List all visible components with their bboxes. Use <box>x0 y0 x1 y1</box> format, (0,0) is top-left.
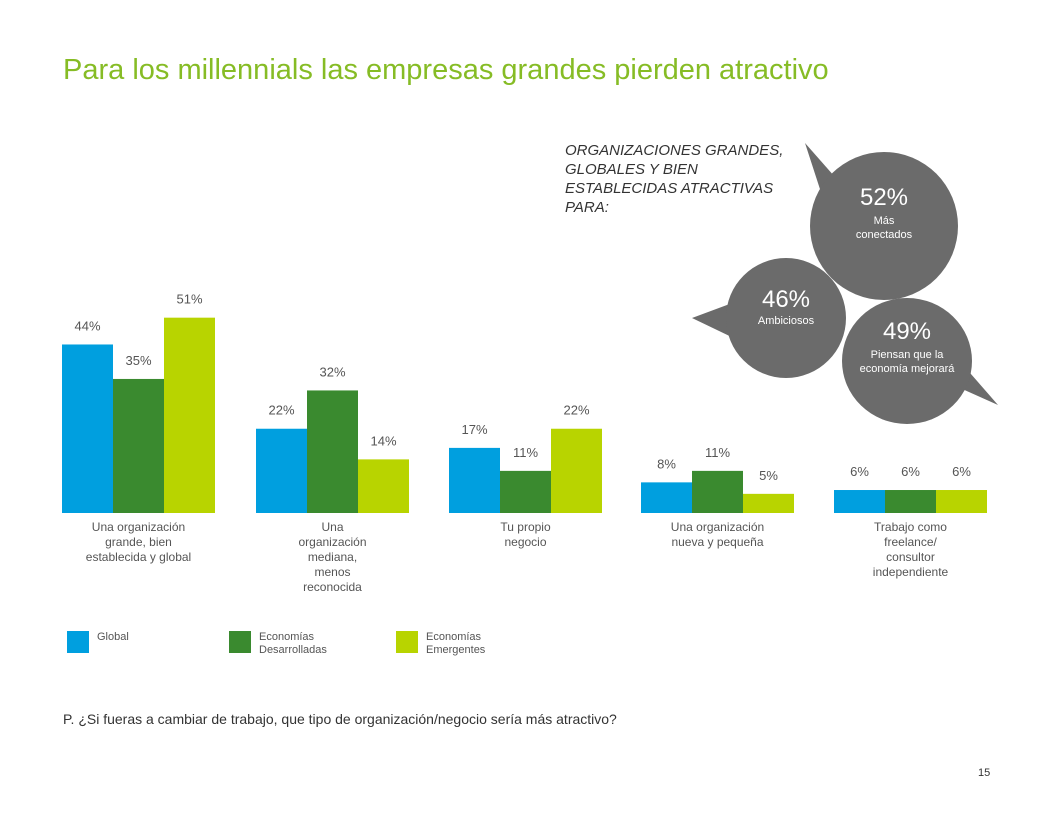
data-label: 6% <box>850 464 869 479</box>
bar-3-4 <box>743 493 794 513</box>
legend-swatch <box>229 631 251 653</box>
bubble-pct: 46% <box>761 286 811 313</box>
data-label: 6% <box>901 464 920 479</box>
data-label: 11% <box>705 445 730 460</box>
category-label: Una organización mediana, menos reconoci… <box>298 520 367 594</box>
data-label: 14% <box>370 433 396 448</box>
bubble-text: Ambiciosos <box>757 315 815 327</box>
legend-swatch <box>67 631 89 653</box>
bar-1-5 <box>834 490 885 513</box>
data-label: 5% <box>759 468 778 483</box>
legend-label: Economías Emergentes <box>426 631 486 656</box>
page-number: 15 <box>978 767 991 779</box>
category-label: Trabajo como freelance/ consultor indepe… <box>872 520 949 579</box>
bubble-pct: 52% <box>859 184 909 211</box>
bar-2-5 <box>885 490 936 513</box>
legend-label: Global <box>97 631 129 643</box>
bar-3-1 <box>164 317 215 513</box>
data-label: 35% <box>125 353 151 368</box>
data-label: 22% <box>268 403 294 418</box>
data-label: 17% <box>461 422 487 437</box>
bar-3-3 <box>551 428 602 513</box>
slide-title: Para los millennials las empresas grande… <box>63 54 829 86</box>
bar-2-2 <box>307 390 358 513</box>
bar-1-2 <box>256 428 307 513</box>
legend-label: Economías Desarrolladas <box>259 631 327 656</box>
data-label: 44% <box>74 318 100 333</box>
survey-question: P. ¿Si fueras a cambiar de trabajo, que … <box>63 711 617 727</box>
legend-item-emerging: Economías Emergentes <box>396 631 506 657</box>
bar-3-5 <box>936 490 987 513</box>
data-label: 51% <box>176 292 202 307</box>
bubble-52: 52% Más conectados <box>810 152 958 300</box>
bar-2-3 <box>500 470 551 513</box>
category-label: Una organización grande, bien establecid… <box>85 520 192 564</box>
legend-item-global: Global <box>67 631 167 653</box>
data-label: 8% <box>657 456 676 471</box>
data-label: 22% <box>563 403 589 418</box>
bubble-pct: 49% <box>882 318 932 345</box>
legend-swatch <box>396 631 418 653</box>
bar-1-3 <box>449 447 500 513</box>
callout-heading: ORGANIZACIONES GRANDES, GLOBALES Y BIEN … <box>565 142 784 216</box>
bar-2-1 <box>113 378 164 513</box>
bubble-46: 46% Ambiciosos <box>726 258 846 378</box>
data-label: 32% <box>319 364 345 379</box>
bar-1-1 <box>62 344 113 513</box>
bar-3-2 <box>358 459 409 513</box>
bar-2-4 <box>692 470 743 513</box>
data-label: 11% <box>513 445 538 460</box>
bubble-49: 49% Piensan que la economía mejorará <box>842 298 972 424</box>
bubble-text: Piensan que la economía mejorará <box>859 349 955 375</box>
data-label: 6% <box>952 464 971 479</box>
bubble-text: Más conectados <box>855 215 913 241</box>
bar-1-4 <box>641 482 692 513</box>
category-label: Tu propio negocio <box>500 520 551 549</box>
category-label: Una organización nueva y pequeña <box>670 520 765 549</box>
legend-item-developed: Economías Desarrolladas <box>229 631 349 657</box>
